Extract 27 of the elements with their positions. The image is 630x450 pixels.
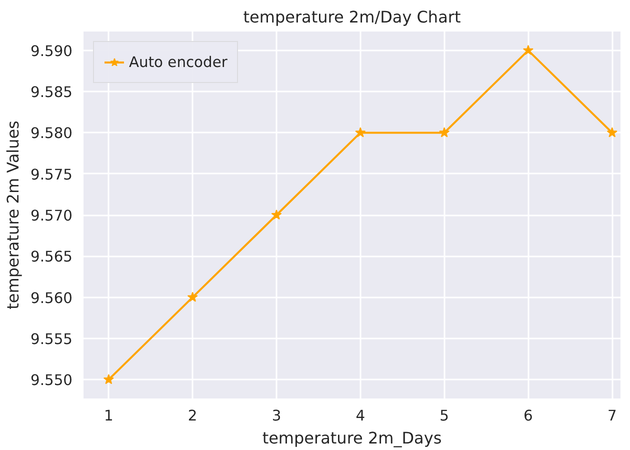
y-tick-label: 9.565 (30, 248, 73, 266)
x-tick-label: 7 (607, 408, 617, 424)
y-tick-label: 9.585 (30, 84, 73, 102)
y-tick-label: 9.570 (30, 208, 73, 224)
point (271, 210, 282, 220)
x-tick-label: 2 (188, 408, 198, 424)
chart-title: temperature 2m/Day Chart (243, 8, 461, 26)
point (355, 127, 366, 138)
y-tick-label: 9.590 (30, 42, 73, 60)
y-axis-title: temperature 2m Values (4, 120, 23, 310)
point (187, 292, 198, 302)
legend-label: Auto encoder (129, 54, 228, 70)
y-tick-label: 9.575 (30, 166, 73, 184)
x-tick-label: 4 (356, 408, 366, 424)
x-tick-label: 5 (440, 408, 449, 424)
y-tick-label: 9.560 (30, 290, 73, 307)
x-axis-title: temperature 2m_Days (262, 428, 442, 448)
x-tick-label: 1 (104, 408, 114, 424)
y-tick-label: 9.550 (30, 372, 73, 390)
x-tick-label: 3 (272, 408, 282, 424)
x-tick-label: 6 (524, 408, 533, 424)
y-tick-label: 9.580 (30, 125, 73, 142)
y-tick-label: 9.555 (30, 330, 73, 348)
point (103, 374, 114, 384)
point (522, 44, 534, 55)
point (439, 127, 450, 138)
point (606, 127, 618, 138)
